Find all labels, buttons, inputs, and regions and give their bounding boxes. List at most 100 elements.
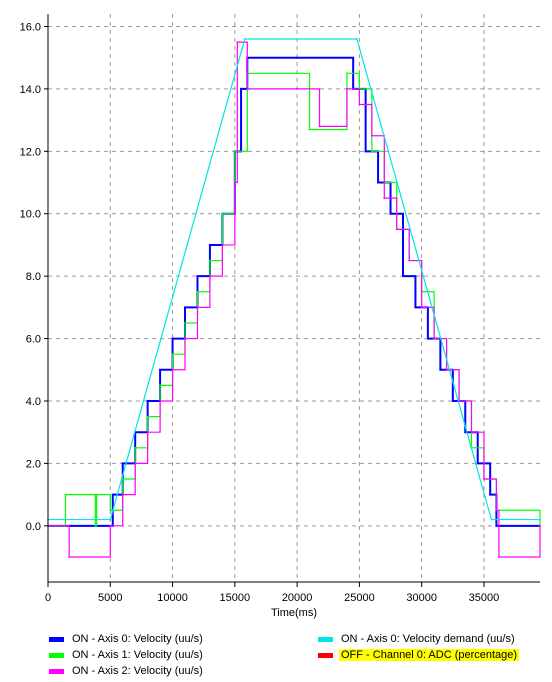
data-point [134, 446, 137, 449]
data-point [109, 524, 112, 527]
data-point [159, 400, 162, 402]
data-point [184, 322, 186, 324]
x-tick-label: 0 [45, 592, 51, 604]
data-point [414, 306, 417, 309]
data-point [346, 56, 348, 59]
data-point [356, 38, 358, 40]
data-point [495, 509, 498, 512]
data-point [296, 56, 299, 59]
y-tick-label: 6.0 [26, 334, 41, 346]
data-point [539, 518, 541, 521]
x-tick-label: 35000 [469, 592, 500, 604]
chart-legend: ON - Axis 0: Velocity (uu/s) ON - Axis 0… [0, 625, 552, 682]
data-point [439, 368, 442, 371]
data-point [370, 150, 373, 153]
data-point [370, 134, 373, 137]
series-line-3 [48, 38, 540, 521]
data-point [109, 518, 112, 521]
data-point [233, 181, 236, 184]
legend-label-axis0-velocity-demand: ON - Axis 0: Velocity demand (uu/s) [341, 633, 515, 645]
x-tick-label: 5000 [98, 592, 122, 604]
data-point [171, 337, 174, 340]
data-point [426, 337, 429, 340]
data-point [64, 493, 67, 496]
data-point [389, 212, 392, 215]
data-point [111, 493, 114, 496]
data-point [420, 306, 423, 309]
data-point [346, 88, 348, 90]
data-point [184, 306, 186, 309]
data-point [159, 384, 162, 387]
legend-item-channel0-adc[interactable]: OFF - Channel 0: ADC (percentage) [318, 647, 520, 663]
data-point [318, 125, 321, 128]
y-tick-label: 16.0 [20, 21, 41, 33]
legend-swatch-channel0-adc [318, 652, 333, 658]
data-point [68, 556, 71, 558]
data-point [296, 72, 299, 75]
data-point [539, 524, 541, 527]
data-point [159, 368, 162, 371]
x-tick-label: 15000 [220, 592, 251, 604]
data-point [171, 368, 174, 371]
data-point [146, 415, 149, 418]
legend-item-axis0-velocity-demand[interactable]: ON - Axis 0: Velocity demand (uu/s) [318, 631, 517, 647]
legend-swatch-axis0-velocity [49, 636, 64, 642]
y-tick-label: 8.0 [26, 271, 41, 283]
legend-label-axis0-velocity: ON - Axis 0: Velocity (uu/s) [72, 633, 203, 645]
data-point [346, 72, 348, 75]
x-tick-label: 20000 [282, 592, 313, 604]
x-tick-label: 25000 [344, 592, 375, 604]
x-tick-label: 30000 [406, 592, 437, 604]
x-tick-label: 10000 [157, 592, 188, 604]
data-point [134, 462, 137, 465]
legend-item-axis0-velocity[interactable]: ON - Axis 0: Velocity (uu/s) [49, 631, 205, 647]
y-tick-label: 12.0 [20, 146, 41, 158]
legend-swatch-axis0-velocity-demand [318, 636, 333, 642]
velocity-chart: 0.0 2.0 4.0 6.0 8.0 10.0 12.0 14.0 16.0 0 5000 1000… [20, 14, 541, 619]
legend-label-axis2-velocity: ON - Axis 2: Velocity (uu/s) [72, 665, 203, 677]
data-point [146, 431, 149, 434]
legend-label-channel0-adc: OFF - Channel 0: ADC (percentage) [339, 649, 520, 661]
data-point [483, 478, 485, 480]
data-point [377, 181, 379, 184]
data-point [408, 259, 411, 262]
chart-plot-svg: 0.0 2.0 4.0 6.0 8.0 10.0 12.0 14.0 16.0 0 5000 1000… [20, 14, 541, 619]
data-point [476, 462, 479, 465]
data-point [243, 38, 246, 40]
data-point [184, 337, 186, 340]
y-tick-label: 0.0 [26, 521, 41, 533]
y-tick-label: 4.0 [26, 396, 41, 408]
data-point [402, 275, 404, 278]
data-point [445, 368, 448, 371]
data-point [121, 462, 124, 465]
data-point [490, 518, 493, 521]
data-point [67, 524, 69, 527]
data-point [236, 41, 239, 43]
data-point [209, 244, 211, 246]
data-point [109, 509, 112, 512]
series-line-0 [48, 56, 540, 527]
legend-item-axis1-velocity[interactable]: ON - Axis 1: Velocity (uu/s) [49, 647, 205, 663]
data-point [489, 493, 492, 496]
data-point [196, 290, 199, 293]
legend-item-axis2-velocity[interactable]: ON - Axis 2: Velocity (uu/s) [49, 663, 205, 679]
data-point [95, 493, 98, 496]
data-point [296, 88, 299, 90]
data-point [221, 212, 224, 215]
data-point [221, 244, 224, 246]
data-point [94, 524, 97, 527]
data-point [358, 103, 361, 106]
data-point [209, 259, 211, 262]
data-point [464, 431, 467, 434]
data-point [121, 493, 124, 496]
data-point [209, 275, 211, 278]
data-point [433, 337, 436, 340]
data-point [395, 228, 398, 231]
data-point [196, 306, 199, 309]
y-tick-label: 2.0 [26, 458, 41, 470]
data-point [240, 88, 242, 90]
data-point [171, 353, 174, 356]
data-point [470, 431, 473, 434]
data-point [308, 128, 311, 131]
legend-swatch-axis2-velocity [49, 668, 64, 674]
